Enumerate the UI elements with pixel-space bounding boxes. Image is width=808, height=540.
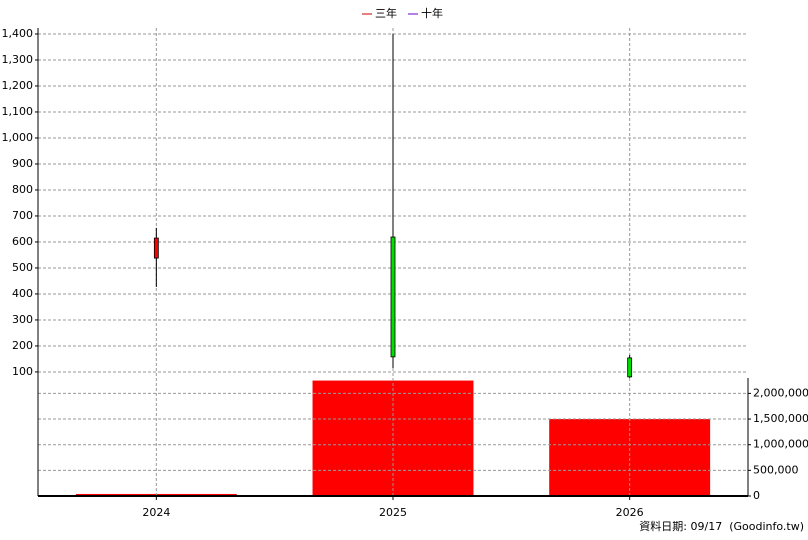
y-tick-label: 1,300 xyxy=(2,53,34,66)
legend-label: 三年 xyxy=(375,6,397,20)
x-tick-label: 2025 xyxy=(379,506,407,519)
y-tick-label: 900 xyxy=(12,157,33,170)
y-tick-label: 300 xyxy=(12,313,33,326)
y-tick-label: 1,000 xyxy=(2,131,34,144)
y2-tick-label: 1,500,000 xyxy=(753,412,808,425)
footer: 資料日期: 09/17 (Goodinfo.tw) xyxy=(639,519,804,533)
y-tick-label: 800 xyxy=(12,183,33,196)
y2-tick-label: 1,000,000 xyxy=(753,438,808,451)
y2-tick-label: 2,000,000 xyxy=(753,386,808,399)
y-tick-label: 100 xyxy=(12,365,33,378)
y-tick-label: 1,400 xyxy=(2,27,34,40)
legend-label: 十年 xyxy=(421,6,443,20)
y-tick-label: 1,100 xyxy=(2,105,34,118)
x-tick-label: 2026 xyxy=(616,506,644,519)
candle-body xyxy=(390,236,396,358)
y-tick-label: 200 xyxy=(12,339,33,352)
y-tick-label: 500 xyxy=(12,261,33,274)
y-tick-label: 700 xyxy=(12,209,33,222)
candle-body xyxy=(627,357,633,378)
y-tick-label: 400 xyxy=(12,287,33,300)
y2-tick-label: 0 xyxy=(753,489,760,502)
x-tick-label: 2024 xyxy=(142,506,170,519)
candle-body xyxy=(153,237,159,259)
y-tick-label: 600 xyxy=(12,235,33,248)
y2-tick-label: 500,000 xyxy=(753,463,799,476)
y-tick-label: 1,200 xyxy=(2,79,34,92)
